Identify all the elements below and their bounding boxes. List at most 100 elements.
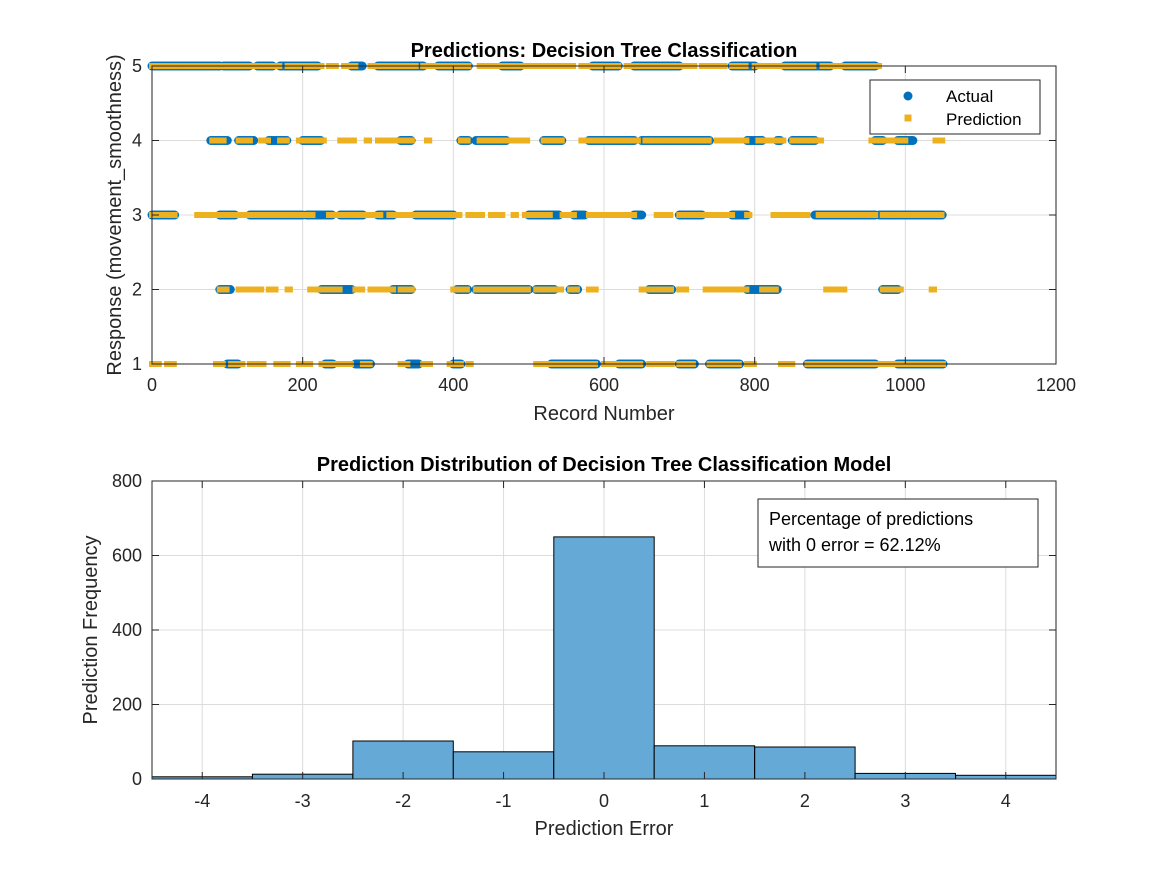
histogram-x-tick-label: -3 xyxy=(295,791,311,811)
prediction-point xyxy=(408,286,415,293)
histogram-y-tick-label: 400 xyxy=(112,620,142,640)
histogram-chart: -4 -3 -2 -1 0 1 2 3 4 0 200 400 600 800 Prediction Di… xyxy=(80,454,1057,840)
prediction-point xyxy=(404,212,411,218)
scatter-x-axis-label: Record Number xyxy=(533,403,675,425)
actual-point xyxy=(908,136,918,145)
legend-actual-marker xyxy=(903,91,913,101)
prediction-point xyxy=(390,286,397,293)
prediction-point xyxy=(463,286,470,293)
histogram-x-tick-label: -2 xyxy=(395,791,411,811)
prediction-point xyxy=(743,137,750,144)
prediction-point xyxy=(573,286,580,293)
prediction-point xyxy=(558,137,565,144)
prediction-point xyxy=(171,212,178,218)
prediction-point xyxy=(631,212,638,218)
legend-prediction-marker xyxy=(904,114,912,122)
scatter-x-tick-label: 600 xyxy=(589,375,619,395)
prediction-point xyxy=(309,212,316,218)
prediction-point xyxy=(456,212,463,218)
legend-prediction-label: Prediction xyxy=(946,110,1022,129)
prediction-point xyxy=(283,137,290,144)
prediction-point xyxy=(729,212,736,218)
prediction-point xyxy=(258,286,265,293)
scatter-y-tick-label: 2 xyxy=(132,280,142,300)
prediction-point xyxy=(359,212,366,218)
prediction-point xyxy=(897,286,904,293)
prediction-point xyxy=(558,286,565,293)
prediction-point xyxy=(246,137,253,144)
prediction-point xyxy=(524,137,531,144)
prediction-point xyxy=(350,137,357,144)
prediction-point xyxy=(359,286,366,293)
scatter-x-tick-label: 0 xyxy=(147,375,157,395)
histogram-x-tick-label: -1 xyxy=(496,791,512,811)
histogram-y-axis-label: Prediction Frequency xyxy=(80,536,102,725)
annotation-line-2: with 0 error = 62.12% xyxy=(768,535,941,555)
prediction-point xyxy=(512,212,519,218)
scatter-title: Predictions: Decision Tree Classificatio… xyxy=(411,40,798,62)
prediction-point xyxy=(464,137,471,144)
prediction-point xyxy=(265,137,271,144)
histogram-x-tick-label: 3 xyxy=(900,791,910,811)
annotation-line-1: Percentage of predictions xyxy=(769,509,973,529)
prediction-point xyxy=(701,212,708,218)
scatter-y-tick-label: 3 xyxy=(132,205,142,225)
histogram-x-tick-label: 4 xyxy=(1001,791,1011,811)
prediction-point xyxy=(780,137,787,144)
prediction-point xyxy=(223,286,230,293)
scatter-x-tick-label: 1200 xyxy=(1036,375,1076,395)
legend: Actual Prediction xyxy=(869,79,1041,135)
prediction-point xyxy=(336,286,343,293)
prediction-point xyxy=(366,137,372,144)
prediction-point xyxy=(743,286,750,293)
prediction-point xyxy=(524,286,531,293)
prediction-point xyxy=(546,212,553,218)
histogram-x-tick-label: 1 xyxy=(699,791,709,811)
scatter-y-tick-label: 4 xyxy=(132,131,142,151)
prediction-point xyxy=(220,137,227,144)
scatter-x-tick-label: 400 xyxy=(438,375,468,395)
prediction-point xyxy=(841,286,848,293)
prediction-point xyxy=(499,212,506,218)
prediction-point xyxy=(811,137,818,144)
prediction-point xyxy=(479,212,485,218)
prediction-point xyxy=(320,137,327,144)
prediction-point xyxy=(426,137,433,144)
scatter-y-axis-label: Response (movement_smoothness) xyxy=(104,54,126,375)
prediction-point xyxy=(408,137,415,144)
prediction-point xyxy=(818,137,824,144)
prediction-point xyxy=(705,137,712,144)
prediction-point xyxy=(377,212,384,218)
scatter-x-tick-label: 200 xyxy=(288,375,318,395)
scatter-y-tick-label: 5 xyxy=(132,56,142,76)
histogram-x-tick-label: 2 xyxy=(800,791,810,811)
prediction-point xyxy=(667,212,674,218)
annotation-frame xyxy=(757,498,1039,568)
prediction-point xyxy=(931,286,937,293)
legend-box xyxy=(869,79,1041,135)
prediction-point xyxy=(683,286,690,293)
histogram-y-tick-label: 200 xyxy=(112,695,142,715)
prediction-point xyxy=(872,212,879,218)
histogram-x-axis-label: Prediction Error xyxy=(535,818,674,840)
prediction-point xyxy=(286,286,293,293)
prediction-point xyxy=(902,137,909,144)
prediction-point xyxy=(804,212,811,218)
histogram-y-tick-label: 600 xyxy=(112,546,142,566)
histogram-y-tick-label: 0 xyxy=(132,769,142,789)
prediction-point xyxy=(938,212,945,218)
histogram-title: Prediction Distribution of Decision Tree… xyxy=(317,454,892,476)
histogram-x-tick-label: -4 xyxy=(194,791,210,811)
scatter-x-tick-label: 800 xyxy=(740,375,770,395)
prediction-point xyxy=(280,212,287,218)
prediction-point xyxy=(634,137,641,144)
prediction-point xyxy=(592,286,599,293)
prediction-point xyxy=(746,212,753,218)
scatter-chart: 0 200 400 600 800 1000 1200 1 2 3 4 5 Predictions: … xyxy=(104,40,1076,425)
scatter-x-tick-label: 1000 xyxy=(885,375,925,395)
prediction-point xyxy=(272,286,279,293)
scatter-ticks: 0 200 400 600 800 1000 1200 1 2 3 4 5 xyxy=(132,56,1076,395)
prediction-point xyxy=(230,212,237,218)
annotation-box: Percentage of predictions with 0 error =… xyxy=(757,498,1039,568)
